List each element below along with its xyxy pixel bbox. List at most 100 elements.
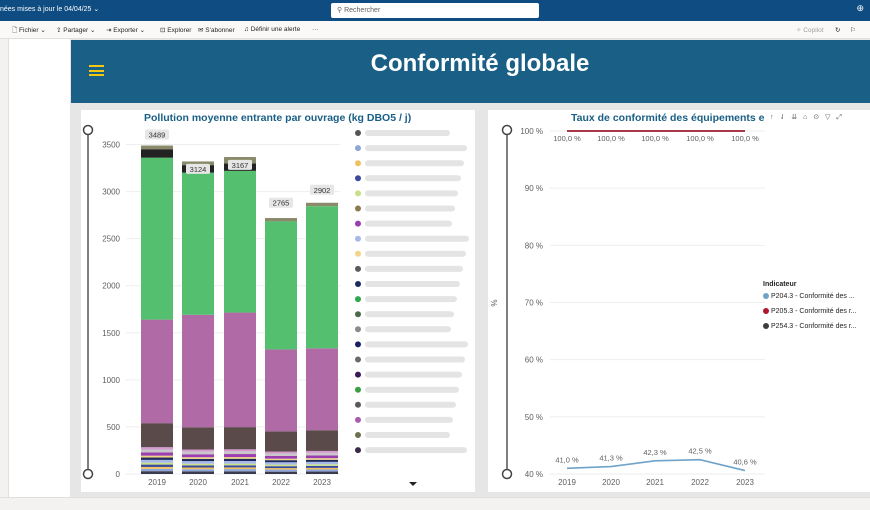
bar-segment <box>141 462 173 465</box>
y-tick-label: 100 % <box>520 127 543 136</box>
total-label-bg <box>145 129 169 140</box>
bar-segment <box>224 170 256 313</box>
bar-segment <box>141 452 173 456</box>
legend-swatch <box>355 130 361 136</box>
data-label: 40,6 % <box>733 458 757 467</box>
x-tick-label: 2019 <box>148 478 166 487</box>
bar-segment <box>141 145 173 150</box>
legend-label-redacted <box>365 160 464 167</box>
bookmark-icon[interactable]: ⚐ <box>850 27 856 34</box>
explore-button[interactable]: ⊡ Explorer <box>160 26 191 34</box>
chevron-down-icon: ⌄ <box>93 6 100 13</box>
share-menu[interactable]: ⇪ Partager ⌄ <box>56 27 96 34</box>
range-slider-top-handle <box>82 124 94 136</box>
y-tick-label: 1000 <box>102 376 120 385</box>
bell-icon: ♫ <box>244 26 249 33</box>
legend-swatch <box>355 190 361 197</box>
bar-segment <box>141 149 173 158</box>
bar-segment <box>265 453 297 456</box>
data-label: 100,0 % <box>553 134 581 143</box>
visual-header-icons[interactable]: ↑ ⇃ ⇊ ⌂ ⊙ ▽ ⤢ <box>770 113 844 122</box>
bar-segment <box>306 459 338 462</box>
bar-segment <box>224 454 256 458</box>
legend-swatch <box>355 220 361 227</box>
set-alert-button[interactable]: ♫ Définir une alerte <box>244 26 300 33</box>
legend-swatch <box>355 296 361 303</box>
bar-segment <box>182 457 214 459</box>
bar-segment <box>141 319 173 424</box>
bar-segment <box>141 466 173 469</box>
y-tick-label: 1500 <box>102 329 120 338</box>
bar-segment <box>306 452 338 456</box>
legend-swatch-p254 <box>763 323 769 329</box>
bar-segment <box>306 430 338 451</box>
copilot-label: Copilot <box>803 27 824 34</box>
legend-swatch <box>355 432 361 438</box>
legend-swatch <box>355 175 361 182</box>
bar-segment <box>141 423 173 448</box>
bar-segment <box>182 449 214 452</box>
legend-swatch <box>355 326 361 333</box>
bar-segment <box>265 471 297 474</box>
legend-label-redacted <box>365 296 457 303</box>
legend-label-redacted <box>365 356 465 363</box>
bar-segment <box>306 450 338 453</box>
refresh-icon[interactable]: ↻ <box>835 27 841 34</box>
top-bar: nées mises à jour le 04/04/25 ⌄ ⚲ Recher… <box>0 0 870 21</box>
export-label: Exporter <box>113 27 138 34</box>
bar-segment <box>224 461 256 464</box>
data-updated-dropdown[interactable]: nées mises à jour le 04/04/25 ⌄ <box>0 5 99 13</box>
legend-label-redacted <box>365 175 461 182</box>
bar-segment <box>224 471 256 474</box>
search-input[interactable]: ⚲ Rechercher <box>331 3 539 18</box>
bar-segment <box>224 458 256 462</box>
bar-segment <box>141 447 173 450</box>
bar-segment <box>224 451 256 455</box>
legend-item[interactable]: P205.3 - Conformité des r... <box>763 308 857 315</box>
legend-label-redacted <box>365 190 458 197</box>
total-label-bg <box>186 163 210 174</box>
legend-label: P204.3 - Conformité des ... <box>771 293 855 300</box>
x-tick-label: 2023 <box>313 478 331 487</box>
total-data-label: 3124 <box>190 165 207 174</box>
notification-icon[interactable]: ⊕ <box>856 3 864 13</box>
series-line <box>566 458 746 472</box>
data-label: 100,0 % <box>597 134 625 143</box>
y-tick-label: 3500 <box>102 141 120 150</box>
y-tick-label: 80 % <box>525 241 543 250</box>
range-slider-bottom-handle <box>82 468 94 480</box>
legend-item[interactable]: P204.3 - Conformité des ... <box>763 293 855 300</box>
legend-label: P254.3 - Conformité des r... <box>771 323 857 330</box>
x-tick-label: 2019 <box>558 478 576 487</box>
total-data-label: 3167 <box>232 161 249 170</box>
total-label-bg <box>310 184 334 195</box>
toolbar: 🗋 Fichier ⌄ ⇪ Partager ⌄ ⇥ Exporter ⌄ ⊡ … <box>0 21 870 39</box>
bar-segment <box>141 464 173 467</box>
legend-swatch <box>355 160 361 167</box>
bar-segment <box>306 455 338 459</box>
bar-segment <box>141 157 173 320</box>
export-menu[interactable]: ⇥ Exporter ⌄ <box>106 27 146 34</box>
bar-segment <box>224 449 256 452</box>
bar-segment <box>141 468 173 472</box>
file-icon: 🗋 <box>12 27 18 34</box>
legend-swatch <box>355 145 361 152</box>
bar-segment <box>182 454 214 458</box>
bar-segment <box>265 460 297 463</box>
file-menu[interactable]: 🗋 Fichier ⌄ <box>12 27 46 34</box>
data-updated-label: nées mises à jour le 04/04/25 <box>0 6 92 13</box>
bar-segment <box>265 466 297 469</box>
share-icon: ⇪ <box>56 27 62 34</box>
subscribe-button[interactable]: ✉ S'abonner <box>198 26 235 34</box>
y-tick-label: 0 <box>116 470 121 479</box>
legend-label-redacted <box>365 371 462 378</box>
copilot-button[interactable]: ✧ Copilot <box>796 26 824 34</box>
more-options-button[interactable]: ··· <box>312 26 319 33</box>
legend-item[interactable]: P254.3 - Conformité des r... <box>763 323 857 330</box>
x-tick-label: 2023 <box>736 478 754 487</box>
legend-label-redacted <box>365 145 467 152</box>
hamburger-menu-icon[interactable] <box>89 65 104 76</box>
conformity-chart-card <box>488 110 870 492</box>
bar-segment <box>141 459 173 463</box>
